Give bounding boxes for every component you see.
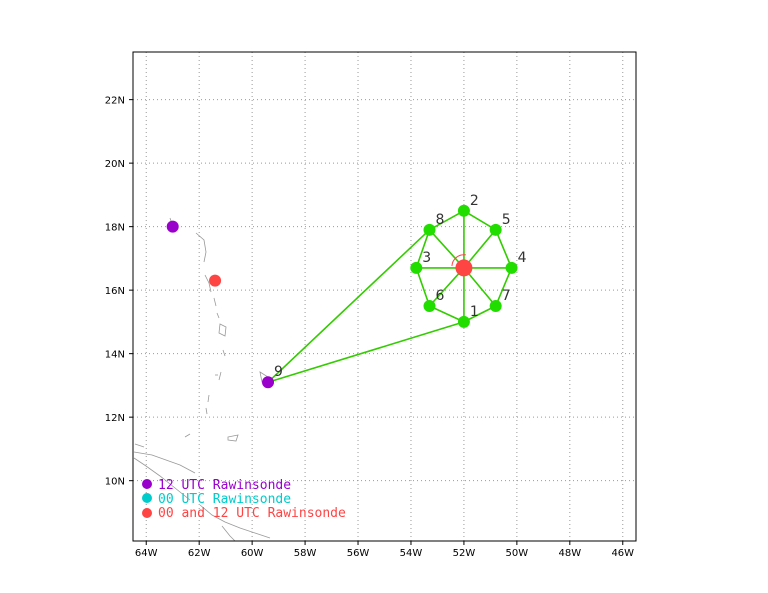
dropsonde-marker: [505, 261, 518, 274]
dropsonde-marker: [489, 300, 502, 313]
sonde-link: [415, 267, 431, 307]
legend-label-12utc: 12 UTC Rawinsonde: [158, 478, 291, 493]
legend-dot-00and12utc: [142, 508, 152, 518]
rawinsonde-marker: [262, 376, 275, 389]
dropsonde-marker: [457, 204, 470, 217]
legend-label-00and12utc: 00 and 12 UTC Rawinsonde: [158, 506, 346, 521]
station-label: 4: [518, 250, 527, 266]
tick-label-lat: 22N: [105, 96, 125, 107]
storm-center-marker: [455, 259, 473, 277]
sonde-link: [428, 267, 465, 307]
center-arc: [451, 254, 467, 266]
sonde-link: [267, 229, 431, 383]
station-label: 6: [436, 288, 445, 304]
dropsonde-marker: [423, 223, 436, 236]
tick-label-lat: 12N: [105, 413, 125, 424]
tick-label-lon: 64W: [135, 548, 158, 559]
sonde-link: [429, 305, 465, 323]
dropsonde-marker: [423, 300, 436, 313]
sonde-link: [494, 267, 513, 307]
axis-ticks: 64W 62W 60W 58W 56W 54W 52W 50W 48W 46W 10N 12N 14N 1…: [105, 96, 634, 559]
rawinsonde-marker: [209, 274, 222, 287]
sonde-links: [267, 210, 513, 383]
tick-label-lon: 58W: [294, 548, 317, 559]
rawinsonde-marker: [166, 220, 179, 233]
sonde-link: [267, 321, 465, 383]
plot-frame: [132, 51, 637, 542]
tick-label-lat: 10N: [105, 477, 125, 488]
tick-label-lat: 20N: [105, 159, 125, 170]
station-label: 3: [422, 250, 431, 266]
tick-label-lat: 14N: [105, 350, 125, 361]
station-label: 8: [436, 212, 445, 228]
tick-label-lon: 60W: [241, 548, 264, 559]
dropsonde-marker: [457, 315, 470, 328]
tick-label-lon: 50W: [506, 548, 529, 559]
station-label: 5: [502, 212, 511, 228]
tick-label-lon: 56W: [347, 548, 370, 559]
tick-label-lon: 48W: [559, 548, 582, 559]
sonde-link: [415, 229, 431, 269]
coastline: [133, 217, 271, 542]
sonde-stations: 1 2 3 4 5 6 7 8 9: [166, 193, 527, 389]
station-label: 9: [274, 364, 283, 380]
legend-label-00utc: 00 UTC Rawinsonde: [158, 492, 291, 507]
station-label: 2: [470, 193, 479, 209]
tick-label-lat: 16N: [105, 286, 125, 297]
station-label: 7: [502, 288, 511, 304]
sonde-link: [428, 229, 465, 269]
legend: 12 UTC Rawinsonde 00 UTC Rawinsonde 00 a…: [142, 478, 346, 521]
legend-dot-12utc: [142, 479, 152, 489]
dropsonde-marker: [489, 223, 502, 236]
tick-label-lon: 54W: [400, 548, 423, 559]
sonde-link: [494, 229, 513, 269]
sonde-link: [429, 210, 465, 231]
tick-label-lon: 52W: [453, 548, 476, 559]
dropsonde-marker: [410, 261, 423, 274]
station-label: 1: [470, 304, 479, 320]
tick-label-lon: 46W: [611, 548, 634, 559]
tick-label-lat: 18N: [105, 223, 125, 234]
grid-lines: [133, 52, 636, 541]
sonde-link: [463, 210, 497, 231]
tick-label-lon: 62W: [188, 548, 211, 559]
legend-dot-00utc: [142, 493, 152, 503]
